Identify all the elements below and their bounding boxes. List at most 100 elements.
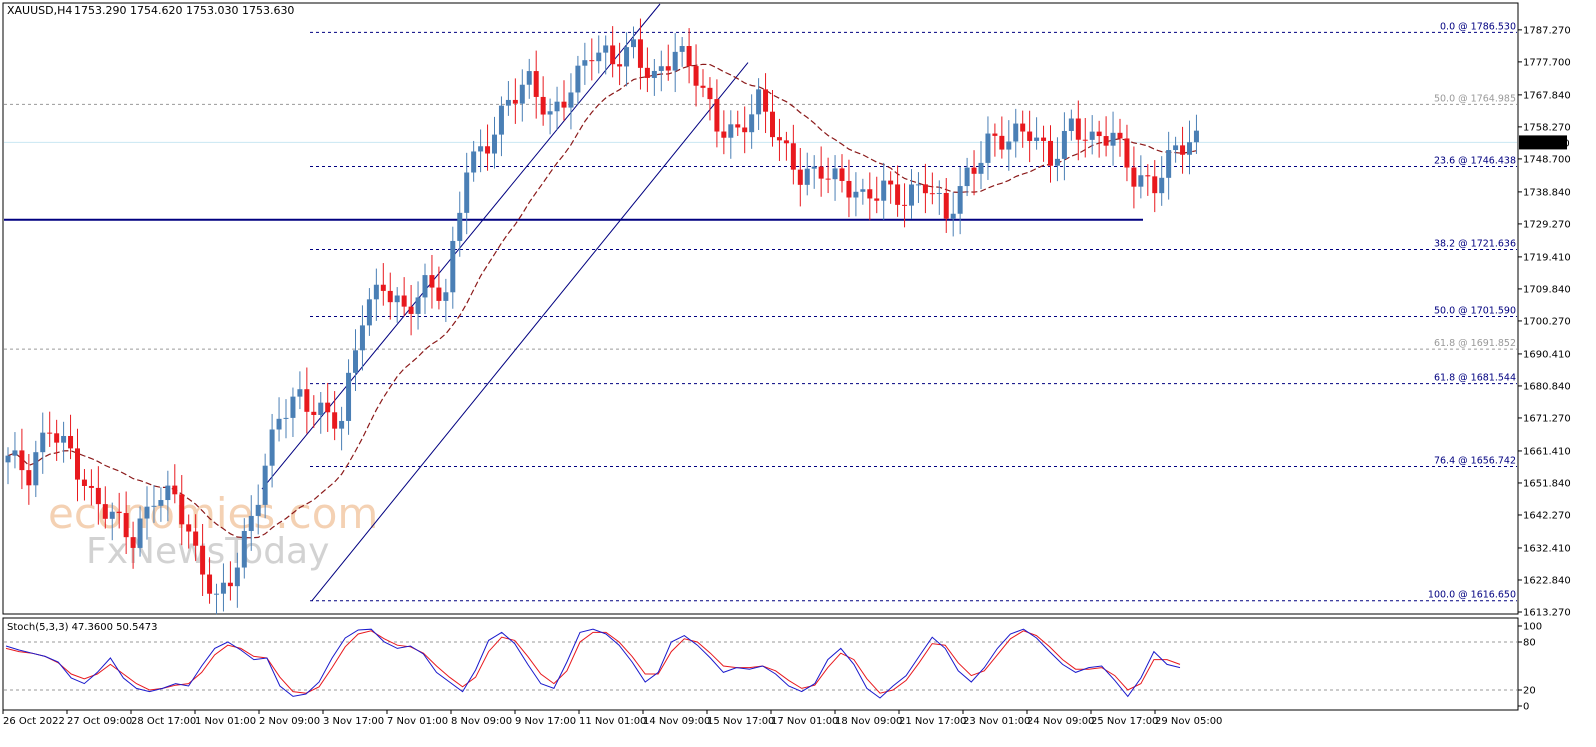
candle-body (1068, 118, 1074, 131)
candle-body (596, 52, 602, 62)
stoch-tick-label: 20 (1523, 686, 1536, 697)
candle-body (881, 180, 887, 201)
candle-body (964, 167, 970, 187)
candle-body (1193, 130, 1199, 143)
stoch-panel (2, 617, 1519, 711)
candle-body (1027, 131, 1033, 141)
price-tick-label: 1709.840 (1523, 284, 1571, 295)
candle-body (1089, 131, 1095, 140)
candle-body (220, 582, 226, 594)
candle-body (109, 511, 115, 519)
price-tick-label: 1767.840 (1523, 90, 1571, 101)
price-tick-label: 1613.270 (1523, 608, 1571, 619)
time-tick-label: 18 Nov 09:00 (835, 716, 902, 727)
candle-body (804, 168, 810, 185)
time-tick-label: 17 Nov 01:00 (771, 716, 838, 727)
candle-body (471, 151, 477, 173)
fib-level-label: 23.6 @ 1746.438 (1434, 155, 1516, 166)
candle-body (325, 402, 331, 413)
candle-body (839, 168, 845, 181)
candle-body (617, 64, 623, 67)
candle-body (26, 470, 32, 486)
time-tick-label: 26 Oct 2022 (3, 716, 65, 727)
candle-body (846, 180, 852, 198)
candle-body (665, 66, 671, 71)
candle-body (971, 167, 977, 174)
price-tag-layer: 1753.630 (1519, 135, 1570, 150)
candles-layer (5, 18, 1199, 615)
candle-body (582, 60, 588, 66)
time-tick-label: 21 Nov 17:00 (899, 716, 966, 727)
candle-body (227, 582, 233, 587)
candle-body (783, 140, 789, 144)
candle-body (1180, 145, 1186, 155)
candle-body (422, 275, 428, 298)
candle-body (102, 504, 108, 519)
candle-body (860, 189, 866, 192)
stochastic-layer: Stoch(5,3,3) 47.3600 50.5473 100 80 20 0 (4, 622, 1542, 713)
candle-body (81, 479, 87, 486)
candle-body (1034, 137, 1040, 141)
candle-body (1138, 175, 1144, 187)
time-tick-label: 1 Nov 01:00 (195, 716, 256, 727)
candle-body (200, 545, 206, 575)
candle-body (728, 124, 734, 138)
candle-body (978, 162, 984, 174)
candle-body (888, 180, 894, 185)
price-tick-label: 1700.270 (1523, 316, 1571, 327)
candle-body (1048, 140, 1053, 166)
candle-body (346, 372, 352, 421)
channel-lower-line (311, 62, 749, 602)
candle-body (1110, 132, 1116, 146)
candle-body (464, 172, 470, 213)
stoch-tick-label: 0 (1523, 702, 1529, 713)
candle-body (387, 290, 393, 303)
candle-body (957, 186, 963, 214)
candle-body (1082, 139, 1088, 141)
candle-body (61, 435, 67, 443)
candle-body (137, 518, 143, 548)
candle-body (248, 515, 254, 531)
candle-body (1145, 175, 1151, 177)
candle-body (1061, 130, 1067, 159)
candle-body (992, 133, 998, 136)
time-tick-label: 28 Oct 17:00 (131, 716, 196, 727)
time-tick-label: 25 Nov 17:00 (1091, 716, 1158, 727)
fib-level-label: 76.4 @ 1656.742 (1434, 456, 1516, 467)
candle-body (144, 506, 150, 519)
candle-body (359, 325, 365, 351)
candle-body (950, 213, 956, 219)
candle-body (770, 111, 775, 138)
price-tick-label: 1642.270 (1523, 510, 1571, 521)
time-tick-label: 29 Nov 05:00 (1155, 716, 1222, 727)
candle-body (568, 92, 574, 108)
candle-body (179, 494, 185, 525)
candle-body (874, 198, 880, 201)
candle-body (776, 137, 782, 141)
candle-body (1187, 142, 1192, 155)
candle-body (811, 166, 817, 169)
time-tick-label: 14 Nov 09:00 (643, 716, 710, 727)
candle-body (394, 295, 400, 303)
candle-body (943, 192, 949, 219)
candle-body (186, 524, 192, 532)
candle-body (686, 46, 692, 67)
price-tick-label: 1622.840 (1523, 575, 1571, 586)
candle-body (33, 452, 39, 486)
candle-body (693, 66, 699, 86)
watermark-logo: economies.com FxNewsToday (48, 489, 378, 572)
candle-body (540, 96, 546, 115)
candle-body (54, 433, 60, 443)
price-tick-label: 1680.840 (1523, 381, 1571, 392)
candle-body (47, 432, 53, 434)
candle-body (485, 146, 491, 154)
price-tick-label: 1651.840 (1523, 478, 1571, 489)
current-price-tag-label: 1753.630 (1522, 138, 1570, 149)
candle-body (818, 166, 824, 179)
candle-body (533, 71, 539, 97)
candle-body (193, 531, 199, 546)
candle-body (401, 295, 407, 307)
candle-body (290, 396, 296, 418)
candle-body (999, 135, 1005, 150)
candle-body (339, 420, 345, 429)
